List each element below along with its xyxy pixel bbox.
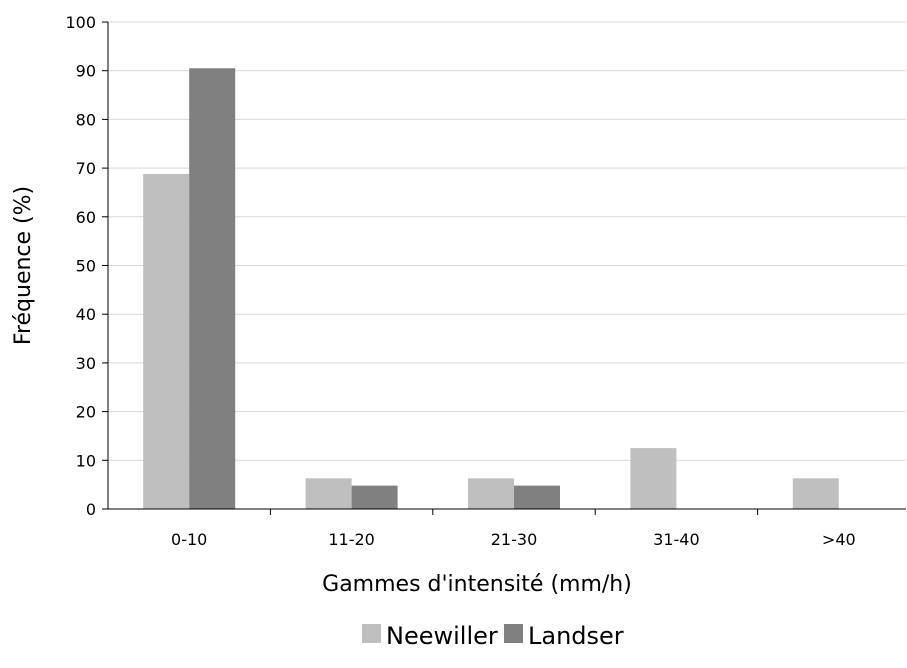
bar-neewiller-4 bbox=[792, 478, 839, 509]
y-tick-labels: 0 10 20 30 40 50 60 70 80 90 100 bbox=[65, 13, 108, 519]
legend-swatch-landser bbox=[504, 624, 523, 643]
y-tick-label: 90 bbox=[76, 62, 96, 81]
y-tick-label: 60 bbox=[76, 208, 96, 227]
y-tick-label: 0 bbox=[86, 500, 96, 519]
x-tick-label: 0-10 bbox=[171, 530, 207, 549]
legend: Neewiller Landser bbox=[362, 622, 624, 650]
x-tick-label: 21-30 bbox=[491, 530, 538, 549]
y-tick-label: 80 bbox=[76, 110, 96, 129]
legend-label-landser: Landser bbox=[528, 622, 624, 650]
bars bbox=[143, 68, 839, 509]
bar-landser-1 bbox=[351, 485, 398, 509]
bar-landser-2 bbox=[514, 485, 560, 509]
bar-neewiller-1 bbox=[305, 478, 352, 509]
bar-neewiller-0 bbox=[143, 173, 190, 509]
x-tick-labels: 0-10 11-20 21-30 31-40 >40 bbox=[171, 509, 856, 549]
x-tick-label: 31-40 bbox=[653, 530, 700, 549]
grid-lines bbox=[108, 21, 906, 461]
y-tick-label: 70 bbox=[76, 159, 96, 178]
y-tick-label: 50 bbox=[76, 257, 96, 276]
y-tick-label: 30 bbox=[76, 354, 96, 373]
x-tick-label: 11-20 bbox=[328, 530, 375, 549]
bar-neewiller-2 bbox=[468, 478, 514, 509]
y-axis-title: Fréquence (%) bbox=[11, 186, 36, 345]
bar-landser-0 bbox=[189, 68, 236, 509]
bar-neewiller-3 bbox=[630, 448, 677, 509]
y-tick-label: 100 bbox=[65, 13, 96, 32]
y-tick-label: 10 bbox=[76, 451, 96, 470]
legend-swatch-neewiller bbox=[362, 624, 381, 643]
legend-label-neewiller: Neewiller bbox=[386, 622, 498, 650]
x-axis-title: Gammes d'intensité (mm/h) bbox=[322, 572, 632, 597]
x-tick-label: >40 bbox=[822, 530, 856, 549]
y-tick-label: 40 bbox=[76, 305, 96, 324]
y-tick-label: 20 bbox=[76, 403, 96, 422]
